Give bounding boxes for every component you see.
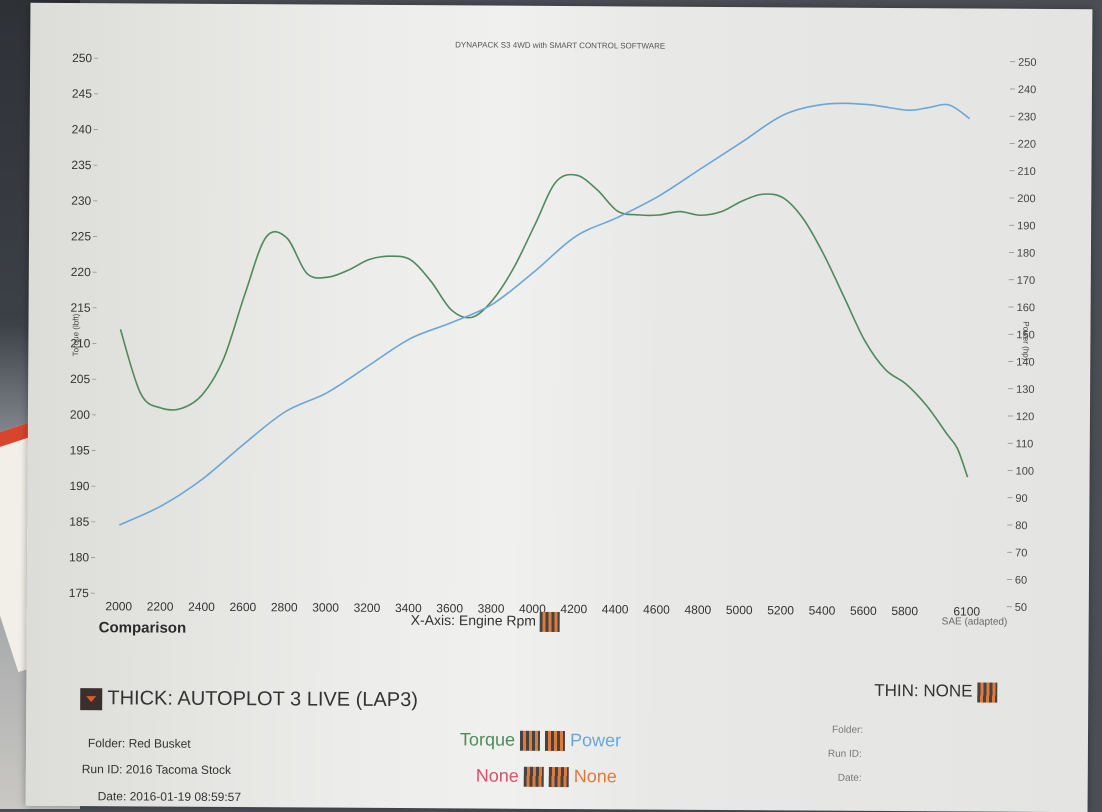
y-left-tick-label: 180 bbox=[69, 550, 89, 564]
x-tick-label: 2800 bbox=[271, 600, 298, 614]
y-left-tick-label: 220 bbox=[71, 265, 91, 279]
run-id-left: Run ID: 2016 Tacoma Stock bbox=[82, 762, 231, 777]
y-left-tick-label: 250 bbox=[72, 51, 92, 65]
folder-right: Folder: bbox=[832, 725, 863, 736]
y-left-tick-label: 235 bbox=[71, 158, 91, 172]
x-axis-label: X-Axis: Engine Rpm bbox=[411, 611, 560, 632]
x-tick-label: 3200 bbox=[354, 601, 381, 615]
y-left-tick-label: 215 bbox=[71, 301, 91, 315]
thick-dropdown-button[interactable] bbox=[80, 688, 102, 710]
y-left-tick-label: 185 bbox=[69, 515, 89, 529]
date-right: Date: bbox=[838, 773, 862, 784]
y-right-tick-label: 160 bbox=[1017, 302, 1035, 314]
y-right-tick-label: 230 bbox=[1018, 111, 1036, 123]
y-right-tick-label: 220 bbox=[1018, 139, 1036, 151]
legend-torque-row: Torque Power bbox=[460, 729, 621, 751]
y-right-tick-label: 80 bbox=[1015, 520, 1027, 532]
y-right-tick-label: 200 bbox=[1017, 193, 1035, 205]
y-right-tick-label: 240 bbox=[1018, 84, 1036, 96]
y-right-tick-label: 180 bbox=[1017, 248, 1035, 260]
x-axis-selector[interactable] bbox=[540, 612, 560, 632]
power-line bbox=[119, 99, 970, 530]
thin-run-header: THIN: NONE bbox=[874, 681, 997, 702]
torque-axis-label: Torque (lbft) bbox=[71, 313, 80, 356]
x-tick-label: 4200 bbox=[560, 602, 587, 616]
y-left-tick-label: 240 bbox=[72, 122, 92, 136]
torque-color-box[interactable] bbox=[520, 731, 540, 751]
y-left-tick-label: 190 bbox=[69, 479, 89, 493]
y-right-tick-label: 50 bbox=[1015, 602, 1027, 614]
x-tick-label: 4600 bbox=[643, 603, 670, 617]
x-tick-label: 2200 bbox=[147, 599, 174, 613]
x-tick-label: 5600 bbox=[850, 604, 877, 618]
y-right-tick-label: 210 bbox=[1017, 166, 1035, 178]
torque-line bbox=[120, 172, 970, 477]
x-tick-label: 3000 bbox=[312, 600, 339, 614]
x-tick-label: 4400 bbox=[602, 602, 629, 616]
legend-torque: Torque bbox=[460, 729, 515, 749]
thick-run-header: THICK: AUTOPLOT 3 LIVE (LAP3) bbox=[80, 687, 418, 712]
thin-dropdown-button[interactable] bbox=[977, 682, 997, 702]
none-left-color-box[interactable] bbox=[524, 767, 544, 787]
sae-label: SAE (adapted) bbox=[942, 616, 1008, 627]
legend-none-left: None bbox=[476, 765, 519, 785]
y-right-tick-label: 120 bbox=[1016, 411, 1034, 423]
comparison-label: Comparison bbox=[99, 619, 187, 637]
y-left-tick-label: 225 bbox=[71, 229, 91, 243]
power-color-box[interactable] bbox=[545, 731, 565, 751]
x-tick-label: 5800 bbox=[891, 604, 918, 618]
y-right-tick-label: 250 bbox=[1018, 57, 1036, 69]
dyno-sheet: DYNAPACK S3 4WD with SMART CONTROL SOFTW… bbox=[26, 3, 1093, 812]
legend-none-row: None None bbox=[476, 765, 617, 787]
x-tick-label: 2000 bbox=[105, 599, 132, 613]
y-left-tick-label: 200 bbox=[70, 408, 90, 422]
x-tick-label: 5200 bbox=[767, 603, 794, 617]
y-left-tick-label: 245 bbox=[72, 87, 92, 101]
x-axis-label-text: X-Axis: Engine Rpm bbox=[411, 612, 536, 629]
thin-run-label: THIN: NONE bbox=[874, 681, 972, 701]
chart-title: DYNAPACK S3 4WD with SMART CONTROL SOFTW… bbox=[455, 40, 665, 50]
power-axis-label: Power (hp) bbox=[1021, 321, 1030, 361]
x-tick-label: 5000 bbox=[726, 603, 753, 617]
folder-left: Folder: Red Busket bbox=[88, 736, 191, 751]
x-tick-label: 5400 bbox=[809, 604, 836, 618]
y-right-tick-label: 170 bbox=[1017, 275, 1035, 287]
date-left: Date: 2016-01-19 08:59:57 bbox=[98, 789, 242, 804]
y-left-tick-label: 175 bbox=[69, 586, 89, 600]
y-right-tick-label: 130 bbox=[1016, 384, 1034, 396]
x-tick-label: 2600 bbox=[229, 600, 256, 614]
y-right-tick-label: 190 bbox=[1017, 220, 1035, 232]
legend-none-right: None bbox=[574, 766, 617, 786]
thick-run-label: THICK: AUTOPLOT 3 LIVE (LAP3) bbox=[107, 687, 418, 711]
none-right-color-box[interactable] bbox=[549, 767, 569, 787]
x-tick-label: 2400 bbox=[188, 600, 215, 614]
x-tick-label: 4800 bbox=[684, 603, 711, 617]
y-left-tick-label: 205 bbox=[70, 372, 90, 386]
y-right-tick-label: 90 bbox=[1015, 493, 1027, 505]
y-left-tick-label: 230 bbox=[71, 194, 91, 208]
y-left-tick-label: 195 bbox=[70, 443, 90, 457]
run-id-right: Run ID: bbox=[828, 749, 862, 760]
y-right-tick-label: 60 bbox=[1015, 575, 1027, 587]
y-right-tick-label: 110 bbox=[1016, 438, 1034, 450]
y-right-tick-label: 70 bbox=[1015, 547, 1027, 559]
legend-power: Power bbox=[570, 730, 621, 750]
y-right-tick-label: 100 bbox=[1016, 466, 1034, 478]
